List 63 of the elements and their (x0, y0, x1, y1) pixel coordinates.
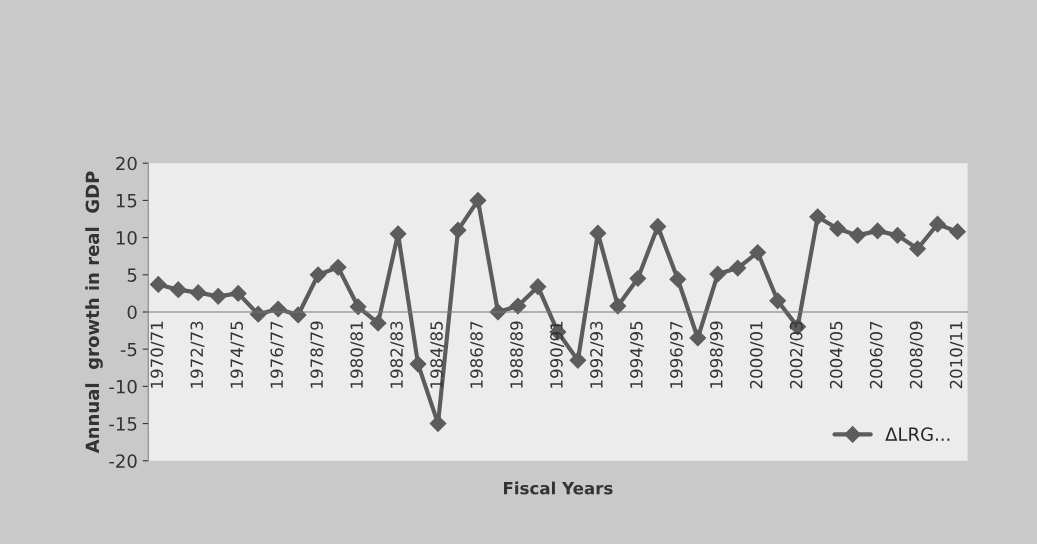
x-tick-label: 1986/87 (470, 321, 485, 388)
y-tick-label: -15 (109, 417, 137, 431)
point (689, 329, 707, 347)
point (649, 218, 667, 235)
x-tick-label: 2006/07 (869, 321, 884, 389)
point (569, 351, 587, 369)
y-tick-label: 20 (116, 156, 137, 171)
x-tick-label: 1982/83 (390, 321, 405, 388)
point (729, 259, 747, 277)
point (469, 192, 487, 209)
point (409, 355, 427, 373)
x-axis-title: Fiscal Years (503, 481, 613, 495)
x-tick-label: 2004/05 (829, 321, 844, 389)
x-tick-label: 1988/89 (510, 321, 525, 388)
point (509, 297, 527, 315)
point (929, 215, 946, 233)
point (869, 222, 886, 240)
point (749, 244, 767, 261)
point (209, 287, 227, 305)
x-tick-label: 1970/71 (150, 321, 165, 388)
y-tick-label: 0 (127, 305, 137, 320)
x-tick-label: 1976/77 (270, 321, 285, 388)
x-tick-label: 1984/85 (430, 321, 445, 388)
y-tick-label: -10 (109, 379, 137, 394)
x-tick-label: 1994/95 (630, 321, 644, 388)
point (769, 292, 787, 310)
point (189, 284, 207, 302)
x-tick-label: 2000/01 (749, 321, 764, 389)
point (809, 208, 827, 226)
point (829, 220, 847, 238)
point (449, 221, 467, 239)
point (889, 226, 906, 244)
point (669, 270, 687, 288)
point (309, 266, 327, 284)
x-tick-label: 1972/73 (190, 321, 205, 388)
y-tick-label: 10 (116, 231, 137, 245)
y-tick-label: 5 (127, 268, 137, 282)
point (529, 278, 547, 296)
point (229, 285, 247, 302)
x-tick-label: 1992/93 (590, 321, 605, 388)
y-tick-label: -20 (109, 454, 137, 468)
point (429, 415, 447, 432)
x-tick-label: 2008/09 (909, 321, 924, 389)
x-tick-label: 1998/99 (709, 321, 724, 388)
point (949, 223, 966, 241)
point (609, 297, 627, 315)
x-tick-label: 1974/75 (230, 321, 245, 388)
y-tick-label: -5 (120, 342, 137, 357)
point (849, 226, 866, 244)
point (149, 276, 167, 293)
y-tick-label: 15 (116, 194, 137, 208)
point (709, 265, 727, 283)
x-tick-label: 1996/97 (670, 321, 684, 388)
x-tick-label: 2010/11 (949, 321, 964, 389)
y-axis-title: Annual growth in real GDP (85, 171, 103, 454)
point (909, 240, 926, 258)
point (369, 314, 387, 332)
point (169, 281, 187, 299)
point (629, 270, 647, 287)
point (329, 258, 347, 276)
x-tick-label: 1978/79 (310, 321, 325, 388)
x-tick-label: 1980/81 (350, 321, 365, 388)
legend-label: ΔLRG... (885, 427, 950, 442)
